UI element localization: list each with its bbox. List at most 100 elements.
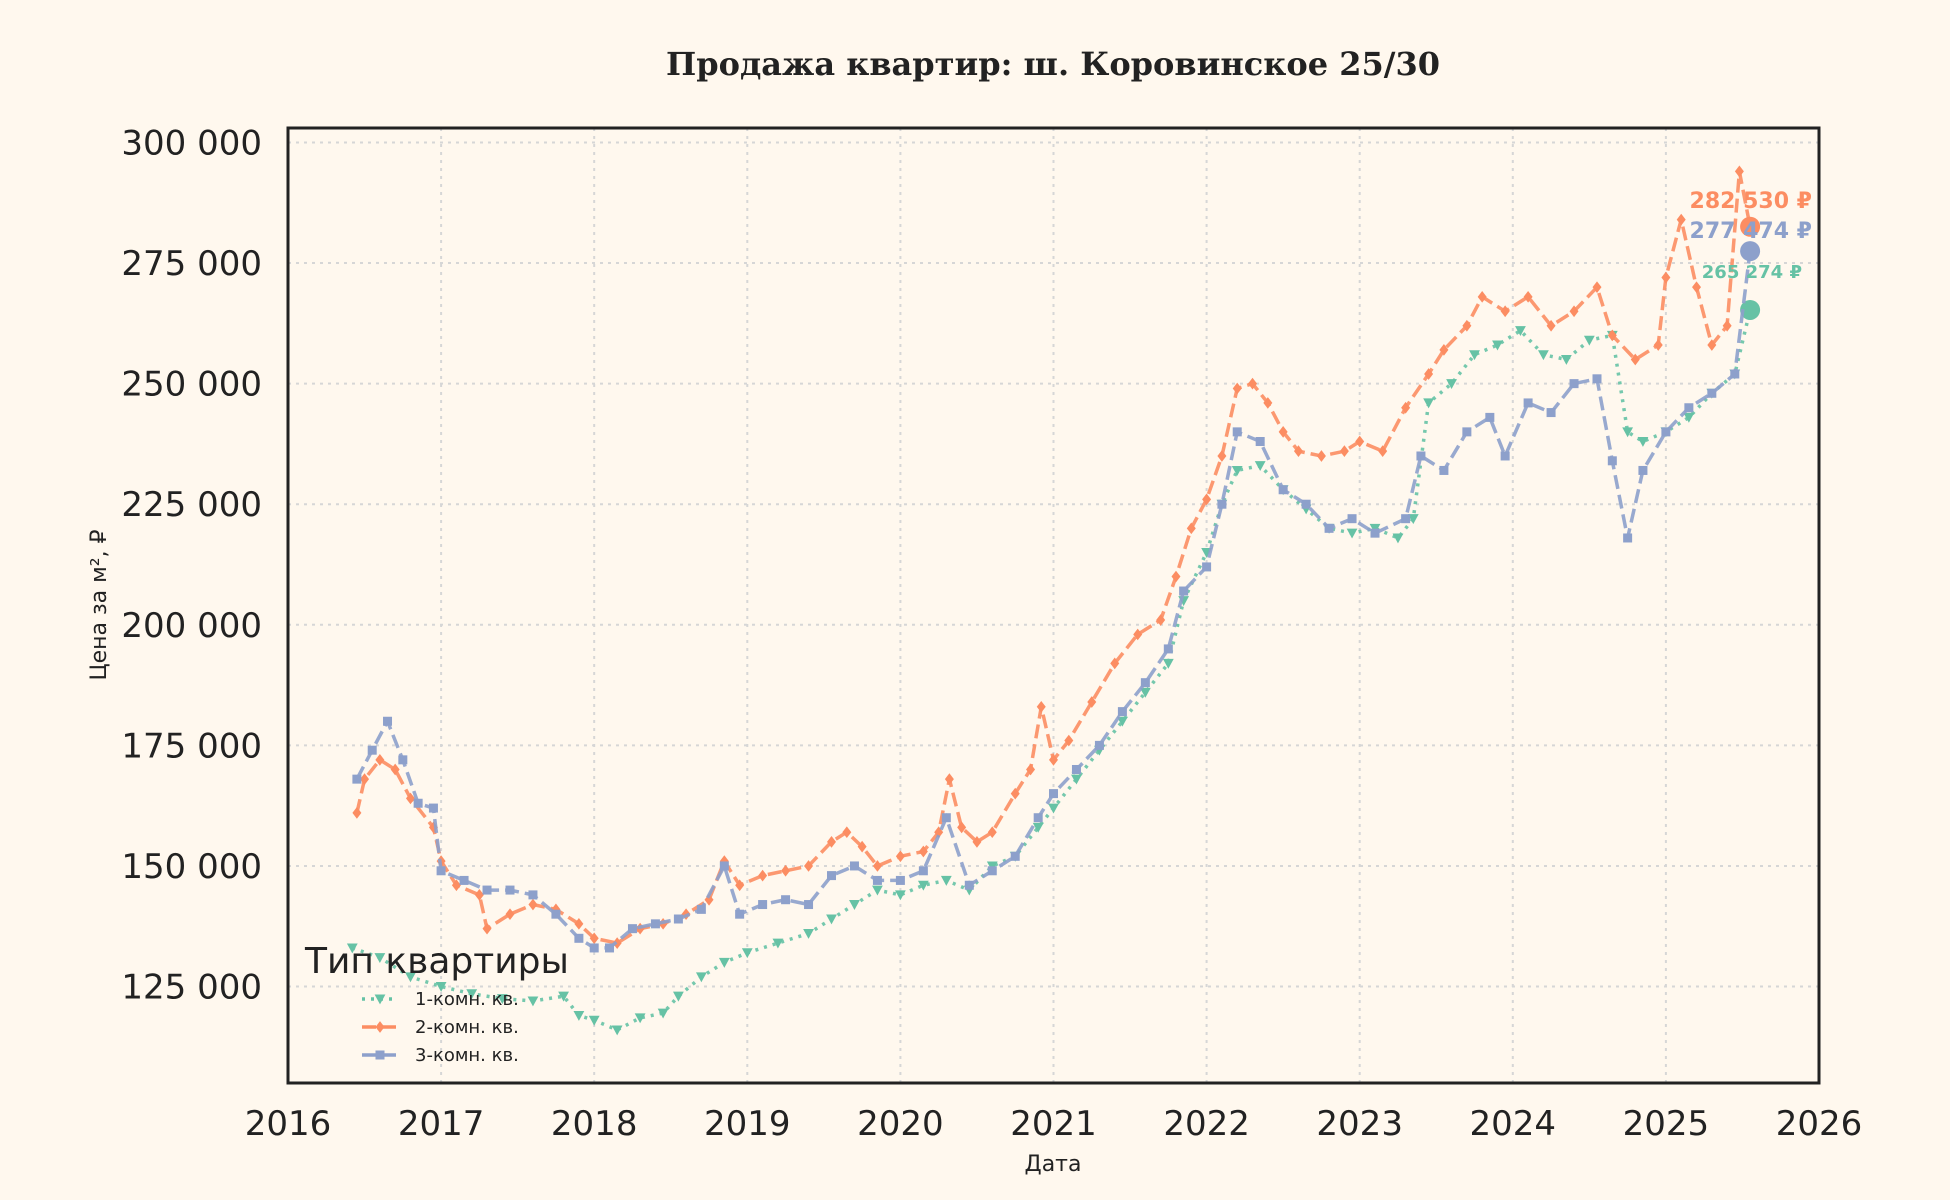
- data-point: [413, 798, 423, 808]
- data-point: [612, 937, 622, 949]
- series-line: [351, 309, 1752, 1032]
- data-point: [781, 864, 791, 877]
- data-point: [849, 861, 859, 871]
- data-point: [1546, 408, 1556, 418]
- data-point: [1653, 339, 1663, 351]
- data-point: [1485, 412, 1495, 422]
- data-point: [1692, 281, 1702, 294]
- x-tick-label: 2024: [1470, 1104, 1557, 1144]
- data-point: [1162, 658, 1174, 669]
- data-point: [1730, 369, 1740, 379]
- data-point: [781, 895, 791, 905]
- data-point: [589, 943, 599, 953]
- data-point: [1661, 427, 1671, 437]
- data-point: [1339, 445, 1349, 458]
- data-point: [1171, 570, 1181, 583]
- data-point: [627, 924, 637, 934]
- data-point: [605, 943, 615, 953]
- data-point: [673, 991, 684, 1002]
- x-tick-label: 2021: [1010, 1104, 1097, 1144]
- data-point: [964, 880, 974, 890]
- data-point: [1117, 707, 1127, 717]
- data-point: [1064, 734, 1074, 747]
- data-point: [390, 763, 400, 776]
- data-point: [1707, 388, 1717, 398]
- data-point: [1232, 382, 1242, 395]
- data-point: [375, 753, 385, 766]
- data-point: [918, 845, 928, 858]
- y-tick-labels: 125 000 150 000 175 000 200 000 225 000 250 0…: [121, 123, 262, 1007]
- data-point: [482, 922, 492, 935]
- x-axis-label: Дата: [1025, 1152, 1082, 1177]
- legend-item: 3-комн. кв.: [362, 1045, 519, 1066]
- data-point: [940, 875, 952, 886]
- data-point: [987, 866, 997, 876]
- data-point: [474, 889, 484, 901]
- x-tick-label: 2020: [857, 1104, 944, 1144]
- data-point: [1734, 165, 1744, 178]
- data-point: [505, 885, 515, 895]
- end-point: [1740, 299, 1761, 320]
- data-point: [505, 908, 515, 921]
- data-point: [346, 943, 358, 954]
- data-point: [574, 933, 584, 943]
- x-tick-label: 2017: [398, 1104, 485, 1144]
- data-point: [589, 932, 599, 945]
- data-point: [842, 826, 852, 839]
- data-point: [1202, 493, 1212, 506]
- data-point: [1036, 700, 1046, 713]
- data-point: [1500, 305, 1510, 318]
- data-point: [1707, 339, 1717, 351]
- x-tick-label: 2026: [1776, 1104, 1863, 1144]
- data-point: [611, 1025, 623, 1036]
- data-point: [718, 957, 730, 968]
- data-point: [466, 989, 478, 1000]
- data-point: [1439, 344, 1449, 356]
- data-point: [1515, 326, 1526, 336]
- data-point: [650, 919, 660, 929]
- data-point: [1071, 764, 1081, 774]
- data-point: [428, 803, 438, 813]
- data-point: [1630, 353, 1640, 366]
- data-point: [1301, 499, 1311, 509]
- legend: Тип квартиры 1-комн. кв. 2-комн. кв. 3-ком…: [304, 941, 569, 1066]
- data-point: [527, 996, 539, 1007]
- data-point: [895, 850, 905, 863]
- data-point: [1094, 740, 1104, 750]
- data-point: [352, 807, 362, 819]
- data-point: [1416, 451, 1426, 461]
- data-point: [1569, 305, 1579, 318]
- data-point: [1607, 456, 1617, 466]
- data-point: [1316, 450, 1326, 462]
- data-point: [405, 972, 416, 983]
- data-point: [1446, 379, 1457, 390]
- y-tick-label: 200 000: [121, 606, 262, 646]
- data-point: [1424, 368, 1434, 380]
- data-point: [459, 875, 469, 885]
- data-point: [528, 890, 538, 900]
- plot-frame: [286, 126, 1821, 1085]
- data-point: [758, 869, 768, 882]
- data-point: [1010, 787, 1020, 800]
- data-point: [398, 755, 408, 765]
- y-axis-label: Цена за м², ₽: [87, 529, 112, 680]
- y-tick-label: 225 000: [121, 485, 262, 525]
- data-point: [1462, 427, 1472, 437]
- data-point: [1523, 398, 1533, 408]
- data-point: [1462, 319, 1472, 332]
- data-point: [1347, 514, 1357, 524]
- data-point: [857, 840, 867, 853]
- data-point: [1407, 514, 1419, 525]
- legend-title: Тип квартиры: [304, 941, 569, 982]
- data-point: [719, 855, 729, 867]
- legend-marker: [374, 994, 386, 1005]
- data-point: [551, 909, 561, 919]
- data-point: [1684, 403, 1694, 413]
- data-point: [1569, 379, 1579, 389]
- data-point: [1370, 528, 1380, 538]
- legend-item: 1-комн. кв.: [362, 989, 519, 1010]
- data-point: [1439, 465, 1449, 475]
- data-point: [1010, 851, 1020, 861]
- data-point: [1623, 533, 1633, 543]
- data-point: [944, 773, 954, 785]
